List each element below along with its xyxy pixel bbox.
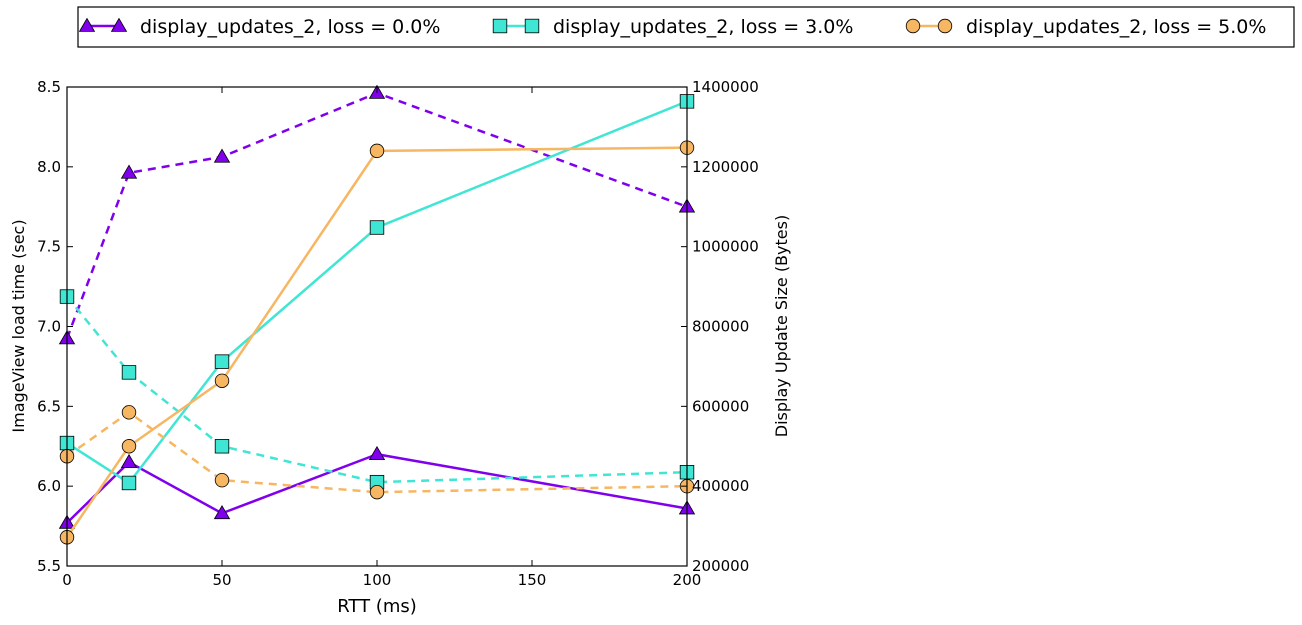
legend-marker (937, 18, 953, 34)
x-tick-label: 0 (62, 571, 72, 589)
load-time-point (214, 354, 230, 369)
update-size-point (120, 164, 138, 179)
axis-ticks: 0 50 100 150 200 5.5 6.0 6.5 7.0 7.5 8.0 8.5 200000 4… (37, 78, 759, 589)
left-y-tick-label: 7.0 (37, 318, 61, 336)
load-time-point (121, 475, 137, 491)
update-size-line-2 (66, 410, 688, 494)
load-time-point (213, 505, 231, 520)
plot-series (58, 84, 696, 545)
load-time-point (120, 453, 138, 469)
series-1 (59, 94, 695, 491)
left-y-tick-label: 8.0 (37, 158, 61, 176)
load-time-point (368, 445, 386, 461)
right-y-tick-label: 600000 (692, 397, 749, 415)
x-axis-label: RTT (ms) (337, 596, 417, 617)
legend-marker (524, 18, 540, 34)
x-tick-label: 50 (212, 571, 231, 589)
right-y-tick-label: 800000 (692, 318, 749, 336)
load-time-point (121, 439, 137, 454)
right-y-tick-label: 200000 (692, 557, 749, 575)
legend: display_updates_2, loss = 0.0% display_up… (77, 6, 1295, 48)
left-y-axis-label: ImageView load time (sec) (9, 219, 28, 432)
update-size-line-0 (65, 91, 688, 339)
right-y-tick-label: 1000000 (692, 238, 759, 256)
legend-marker (905, 18, 921, 34)
left-y-tick-label: 5.5 (37, 557, 61, 575)
legend-label: display_updates_2, loss = 5.0% (966, 16, 1266, 38)
legend-entry-2: display_updates_2, loss = 5.0% (905, 16, 1266, 38)
update-size-point (214, 439, 230, 454)
load-time-point (369, 220, 385, 235)
legend-box (77, 6, 1295, 48)
legend-label: display_updates_2, loss = 3.0% (553, 16, 853, 38)
update-size-point (121, 365, 137, 380)
update-size-point (121, 405, 137, 420)
legend-marker (492, 18, 508, 34)
left-y-tick-label: 8.5 (37, 78, 61, 96)
right-y-tick-label: 1400000 (692, 78, 759, 96)
left-y-tick-label: 6.0 (37, 477, 61, 495)
load-time-point (369, 143, 385, 159)
right-y-tick-label: 1200000 (692, 158, 759, 176)
right-y-tick-label: 400000 (692, 477, 749, 495)
legend-label: display_updates_2, loss = 0.0% (140, 16, 440, 38)
left-y-tick-label: 7.5 (37, 238, 61, 256)
x-tick-label: 200 (673, 571, 702, 589)
left-y-tick-label: 6.5 (37, 397, 61, 415)
legend-marker (110, 17, 128, 32)
update-size-point (369, 484, 385, 500)
legend-entry-0: display_updates_2, loss = 0.0% (78, 16, 440, 38)
legend-entry-1: display_updates_2, loss = 3.0% (492, 16, 853, 38)
x-tick-label: 150 (518, 571, 547, 589)
update-size-point (214, 472, 230, 488)
update-size-point (213, 148, 231, 163)
load-time-point (214, 373, 230, 388)
legend-marker (78, 17, 96, 32)
x-tick-label: 100 (363, 571, 392, 589)
right-y-axis-label: Display Update Size (Bytes) (772, 215, 791, 437)
